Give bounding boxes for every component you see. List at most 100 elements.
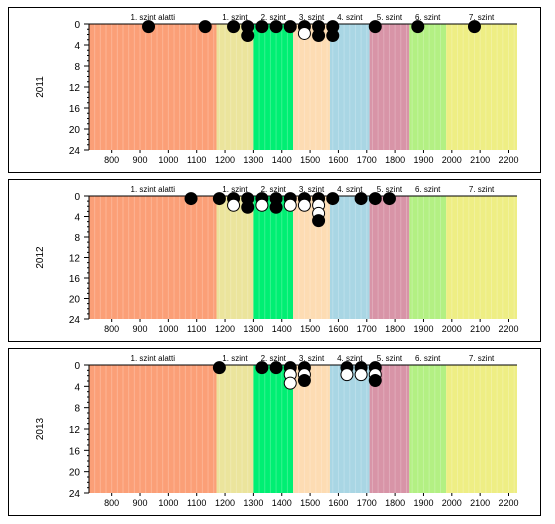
data-point [411,20,425,34]
x-tick-label: 1600 [328,324,348,334]
level-label: 1. szint [222,354,248,363]
y-axis-title: 2013 [35,417,46,440]
data-point [340,368,354,382]
level-band-0 [89,24,217,150]
x-tick-label: 1300 [243,155,263,165]
y-tick-label: 4 [74,382,80,393]
x-tick-label: 1400 [272,498,292,508]
x-tick-label: 1200 [215,155,235,165]
x-tick-label: 1100 [187,498,206,508]
data-point [297,198,311,212]
y-tick-label: 8 [74,62,80,73]
data-point [354,368,368,382]
level-label: 1. szint alatti [131,185,176,194]
level-band-3 [293,24,330,150]
data-point [227,198,241,212]
level-band-4 [329,24,370,150]
y-tick-label: 24 [69,315,81,326]
x-tick-label: 1700 [357,324,377,334]
x-tick-label: 1700 [357,155,377,165]
level-band-0 [89,365,217,493]
data-point [241,29,255,43]
x-tick-label: 1600 [328,155,348,165]
data-point [142,20,156,34]
x-tick-label: 2200 [498,324,518,334]
data-point [269,20,283,34]
level-band-1 [216,196,254,319]
x-tick-label: 1900 [413,498,433,508]
chart-panel-2013: 1. szint alatti 1. szint 2. szint 3. szint 4… [8,348,541,516]
data-point [312,29,326,43]
data-point [255,361,269,375]
level-band-0 [89,196,217,319]
x-tick-label: 1100 [187,324,206,334]
chart-svg-2013: 1. szint alatti 1. szint 2. szint 3. szint 4… [35,354,519,508]
y-axis-title: 2012 [35,246,46,269]
level-label: 7. szint [469,185,495,194]
data-point [212,361,226,375]
y-tick-label: 16 [69,274,81,285]
level-label: 1. szint [222,185,248,194]
x-tick-label: 1000 [158,155,178,165]
level-label: 1. szint alatti [131,13,176,22]
x-tick-label: 1500 [300,324,320,334]
data-point [269,361,283,375]
x-tick-label: 2000 [442,498,462,508]
level-label: 1. szint alatti [131,354,176,363]
y-tick-label: 20 [69,468,81,479]
level-band-3 [293,365,330,493]
level-label: 7. szint [469,13,495,22]
y-tick-label: 0 [74,192,80,203]
level-label: 6. szint [415,354,441,363]
level-label: 4. szint [337,13,363,22]
y-tick-label: 16 [69,446,81,457]
x-tick-label: 900 [133,155,148,165]
x-tick-label: 1000 [158,324,178,334]
x-tick-label: 1300 [243,324,263,334]
data-point [283,20,297,34]
y-tick-label: 4 [74,213,80,224]
x-tick-label: 1800 [385,498,405,508]
level-label: 2. szint [261,13,287,22]
data-point [269,200,283,214]
level-band-5 [369,24,410,150]
level-label: 2. szint [261,354,287,363]
x-tick-label: 1200 [215,498,235,508]
level-label: 4. szint [337,354,363,363]
data-point [255,198,269,212]
data-point [255,20,269,34]
x-tick-label: 800 [104,324,119,334]
y-tick-label: 12 [69,425,81,436]
y-tick-label: 0 [74,361,80,372]
level-label: 2. szint [261,185,287,194]
chart-panel-2012: 1. szint alatti 1. szint 2. szint 3. szint 4… [8,179,541,342]
data-point [368,20,382,34]
level-band-6 [409,365,447,493]
level-band-1 [216,24,254,150]
level-label: 3. szint [299,185,325,194]
x-tick-label: 2000 [442,155,462,165]
y-tick-label: 8 [74,233,80,244]
y-tick-label: 12 [69,254,81,265]
x-tick-label: 1900 [413,324,433,334]
data-point [354,192,368,206]
data-point [368,192,382,206]
x-tick-label: 800 [104,155,119,165]
x-tick-label: 1500 [300,498,320,508]
level-band-6 [409,24,447,150]
x-tick-label: 1700 [357,498,377,508]
level-band-6 [409,196,447,319]
x-tick-label: 1600 [328,498,348,508]
level-band-4 [329,365,370,493]
y-tick-label: 20 [69,295,81,306]
y-tick-label: 16 [69,104,81,115]
level-label: 3. szint [299,354,325,363]
x-tick-label: 1400 [272,324,292,334]
level-label: 6. szint [415,185,441,194]
y-tick-label: 8 [74,404,80,415]
level-label: 1. szint [222,13,248,22]
x-tick-label: 900 [133,324,148,334]
x-tick-label: 2100 [470,324,490,334]
x-tick-label: 2100 [470,155,490,165]
x-tick-label: 2100 [470,498,490,508]
